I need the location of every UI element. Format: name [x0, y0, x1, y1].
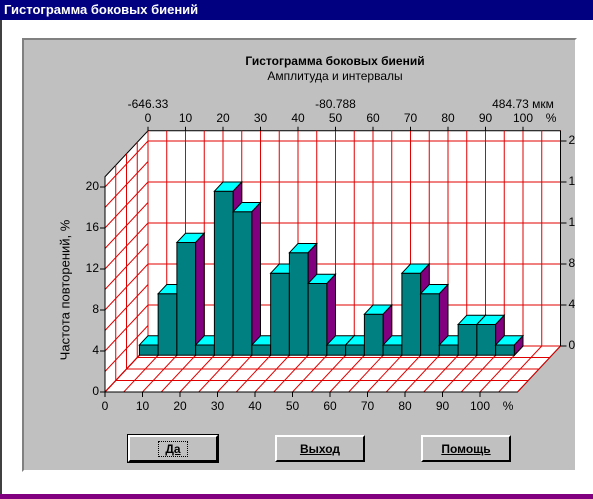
y-axis-label: Частота повторений, % [57, 219, 72, 360]
y-tick-label: 16 [86, 220, 100, 234]
bar-front [457, 323, 478, 356]
y2-tick-label: 16 [569, 174, 583, 188]
y2-tick-label: 0 [569, 338, 576, 352]
x-tick-label: 70 [361, 399, 375, 413]
top-tick-label: 70 [404, 111, 418, 125]
button-label: Выход [299, 441, 341, 456]
x-tick-label: 10 [136, 399, 150, 413]
bar-side [251, 201, 261, 357]
bar-front [401, 272, 422, 356]
bar-front [382, 344, 403, 356]
title-bar: Гистограмма боковых биений [0, 0, 593, 20]
x-tick-label: 100 [470, 399, 490, 413]
y-tick-label: 12 [86, 261, 100, 275]
top-tick-label: 40 [291, 111, 305, 125]
top-tick-label: 80 [441, 111, 455, 125]
top-tick-label: 90 [479, 111, 493, 125]
bar-front [288, 252, 309, 356]
bar-front [420, 293, 440, 356]
bar-front [176, 241, 197, 356]
bar-front [345, 344, 365, 356]
top-tick-label: 100 [513, 111, 533, 125]
x-tick-label: 80 [398, 399, 412, 413]
bar-front [307, 282, 328, 356]
bar-front [363, 313, 384, 356]
bar-front [270, 272, 290, 356]
top-tick-label: 60 [366, 111, 380, 125]
top-axis-label: -646.33 [128, 97, 169, 111]
x-tick-label: 60 [323, 399, 337, 413]
top-tick-label: 10 [179, 111, 193, 125]
x-tick-label: 20 [173, 399, 187, 413]
bar-front [195, 344, 215, 356]
chart-area: Гистограмма боковых биений Амплитуда и и… [57, 54, 583, 413]
y2-tick-label: 12 [569, 215, 583, 229]
x-tick-label: 40 [248, 399, 262, 413]
y2-tick-label: 20 [569, 133, 583, 147]
y2-tick-label: 4 [569, 297, 576, 311]
window-border [0, 20, 2, 494]
x-tick-label: 30 [211, 399, 225, 413]
button-yes[interactable]: Да [127, 434, 219, 463]
top-axis-label: 484.73 мкм [492, 97, 554, 111]
y-tick-label: 8 [92, 302, 99, 316]
bar-front [232, 211, 253, 356]
y-tick-label: 0 [92, 384, 99, 398]
x-tick-label: 90 [436, 399, 450, 413]
button-label: Да [158, 440, 188, 457]
button-help[interactable]: Помощь [421, 435, 511, 462]
x-unit: % [503, 399, 514, 413]
x-tick-label: 0 [102, 399, 109, 413]
chart-title: Гистограмма боковых биений [245, 54, 424, 68]
top-tick-label: 20 [216, 111, 230, 125]
x-tick-label: 50 [286, 399, 300, 413]
y2-tick-label: 8 [569, 256, 576, 270]
y-tick-label: 4 [92, 343, 99, 357]
button-label: Помощь [441, 441, 491, 456]
bar-side [513, 334, 524, 357]
top-tick-label: 0 [145, 111, 152, 125]
top-tick-label: 50 [329, 111, 343, 125]
top-unit: % [546, 111, 557, 125]
bar-front [438, 344, 459, 356]
bar-front [213, 190, 234, 356]
bar-front [495, 344, 515, 356]
bar-front [138, 344, 159, 356]
top-axis-label: -80.788 [315, 97, 356, 111]
bar-front [157, 293, 178, 356]
window-border [0, 494, 593, 499]
top-tick-label: 30 [254, 111, 268, 125]
bar-front [326, 344, 347, 356]
bar-front [251, 344, 272, 356]
bar-front [476, 323, 497, 356]
y-tick-label: 20 [86, 179, 100, 193]
chart-subtitle: Амплитуда и интервалы [267, 69, 402, 83]
button-exit[interactable]: Выход [275, 435, 365, 462]
